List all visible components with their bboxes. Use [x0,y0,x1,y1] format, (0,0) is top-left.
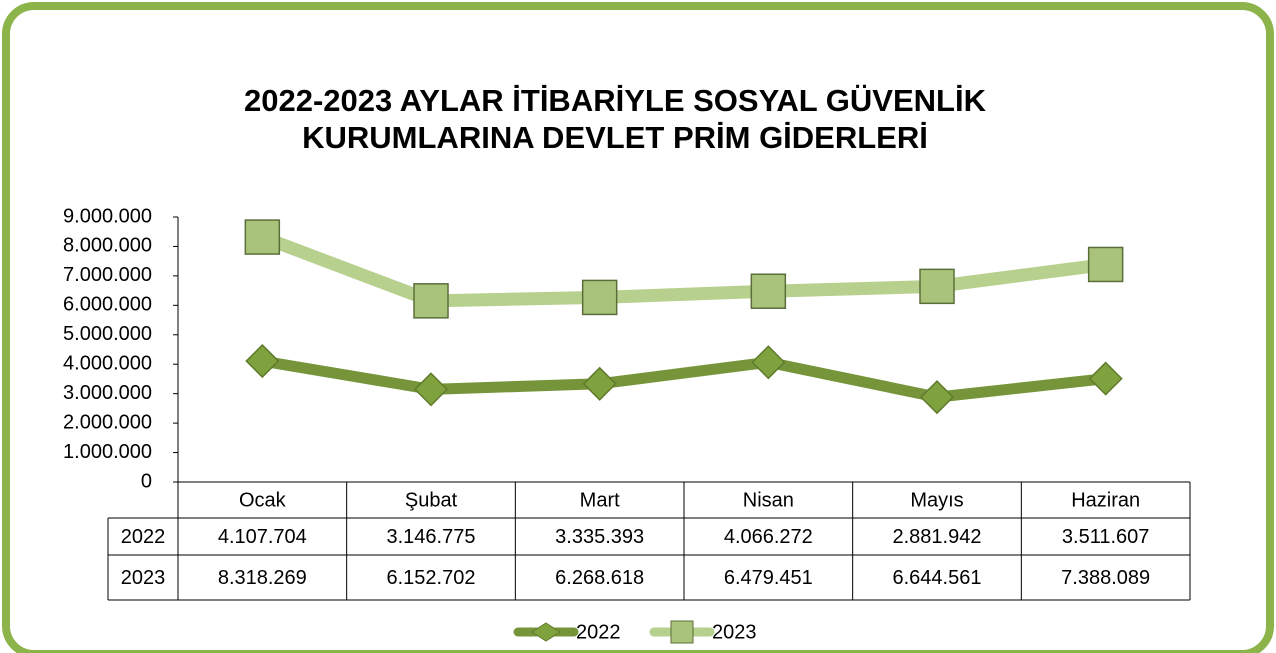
table-cell: 3.146.775 [387,526,476,548]
x-tick-label: Mart [580,489,620,511]
data-point [1087,246,1124,283]
series-line [255,230,1113,308]
y-tick-label: 5.000.000 [63,323,152,345]
data-point [413,372,449,407]
y-tick-label: 8.000.000 [63,235,152,257]
y-tick-label: 0 [141,470,152,492]
chart-title: 2022-2023 AYLAR İTİBARİYLE SOSYAL GÜVENL… [244,83,987,118]
table-cell: 4.107.704 [218,526,307,548]
series-line [256,355,1112,403]
data-point [245,343,280,379]
table-cell: 2.881.942 [893,526,982,548]
data-point [919,380,955,415]
y-tick-label: 3.000.000 [63,382,152,404]
table-cell: 4.066.272 [724,526,813,548]
legend-label: 2023 [712,621,757,643]
table-cell: 3.335.393 [555,526,644,548]
x-tick-label: Haziran [1071,489,1140,511]
data-point [581,279,618,316]
y-tick-label: 6.000.000 [63,294,152,316]
table-cell: 8.318.269 [218,567,307,589]
x-tick-label: Nisan [743,489,794,511]
legend-marker [670,620,694,644]
data-point [919,268,955,305]
table-cell: 6.268.618 [555,567,644,589]
data-point [582,366,617,401]
table-cell: 3.511.607 [1062,526,1150,548]
data-point [751,345,786,380]
legend-label: 2022 [576,621,621,643]
y-tick-label: 9.000.000 [63,205,152,227]
table-cell: 6.479.451 [724,567,813,589]
data-point [750,273,787,309]
y-tick-label: 4.000.000 [63,353,152,375]
y-tick-label: 2.000.000 [63,411,152,433]
table-row-label: 2022 [121,526,166,548]
x-tick-label: Şubat [405,489,458,511]
y-tick-label: 1.000.000 [63,441,152,463]
data-point [244,219,281,255]
x-tick-label: Mayıs [910,489,963,511]
data-point [1088,361,1123,396]
y-tick-label: 7.000.000 [63,264,152,286]
table-cell: 6.644.561 [893,567,982,589]
chart-title: KURUMLARINA DEVLET PRİM GİDERLERİ [302,120,928,155]
x-tick-label: Ocak [239,489,287,511]
legend-marker [531,622,561,642]
table-cell: 7.388.089 [1061,567,1150,589]
table-cell: 6.152.702 [387,567,476,589]
data-point [413,283,449,319]
table-row-label: 2023 [121,567,166,589]
